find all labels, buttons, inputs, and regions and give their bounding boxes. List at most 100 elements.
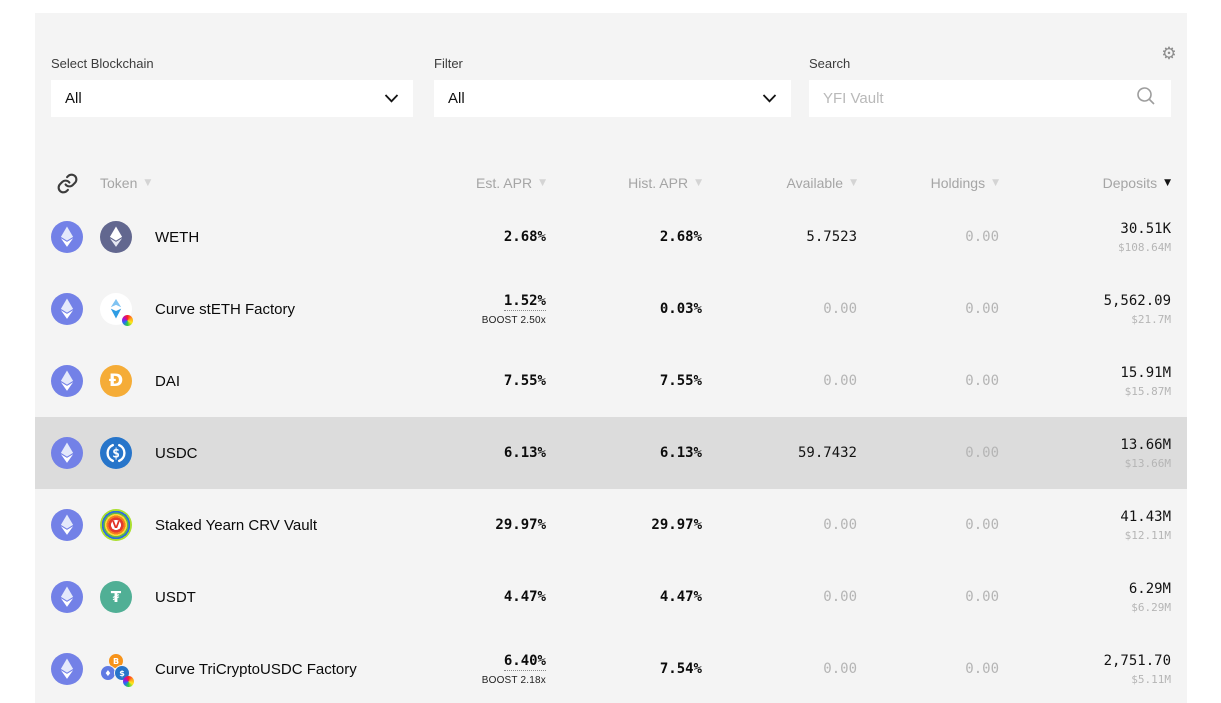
holdings-cell: 0.00	[857, 229, 999, 245]
token-name: DAI	[155, 372, 181, 390]
deposits-value: 5,562.09	[1103, 292, 1171, 309]
est-apr-cell: 7.55%	[396, 373, 546, 389]
available-cell: 0.00	[702, 589, 857, 605]
curve-logo-icon	[122, 315, 133, 326]
deposits-usd: $21.7M	[1131, 312, 1171, 326]
available-value: 5.7523	[806, 229, 857, 245]
token-name: Staked Yearn CRV Vault	[155, 516, 318, 534]
deposits-usd: $13.66M	[1124, 456, 1171, 470]
search-box	[809, 80, 1171, 117]
table-row[interactable]: Curve stETH Factory 1.52% BOOST 2.50x 0.…	[51, 273, 1171, 345]
est-apr-value: 2.68%	[503, 229, 546, 245]
hist-apr-value: 6.13%	[659, 445, 702, 461]
holdings-cell: 0.00	[857, 301, 999, 317]
hist-apr-value: 4.47%	[659, 589, 702, 605]
table-row[interactable]: ₮ USDT 4.47% 4.47% 0.00 0.00 6.29M $6.29…	[51, 561, 1171, 633]
search-input[interactable]	[823, 90, 1135, 107]
deposits-value: 41.43M	[1120, 508, 1171, 525]
hist-apr-value: 29.97%	[651, 517, 702, 533]
column-header-token[interactable]: Token ▼	[100, 175, 152, 191]
sort-triangle-icon: ▼	[850, 177, 857, 188]
deposits-cell: 6.29M $6.29M	[999, 581, 1171, 614]
curve-logo-icon	[123, 676, 134, 687]
column-header-est-apr[interactable]: Est. APR ▼	[476, 175, 546, 191]
column-header-deposits[interactable]: Deposits ▼	[1102, 175, 1171, 191]
column-header-hist-apr[interactable]: Hist. APR ▼	[628, 175, 702, 191]
hist-apr-cell: 29.97%	[546, 517, 702, 533]
eth-chain-icon	[51, 221, 83, 253]
column-header-available[interactable]: Available ▼	[786, 175, 857, 191]
available-cell: 59.7432	[702, 445, 857, 461]
tricrypto-icon: B ♦ $	[100, 653, 134, 687]
blockchain-dropdown[interactable]: All	[51, 80, 413, 117]
deposits-cell: 41.43M $12.11M	[999, 509, 1171, 542]
category-dropdown-value: All	[448, 90, 465, 107]
table-row[interactable]: B ♦ $ Curve TriCryptoUSDC Factory 6.40% BO…	[51, 633, 1171, 703]
deposits-usd: $5.11M	[1131, 672, 1171, 686]
eth-chain-icon	[51, 437, 83, 469]
search-group: Search	[809, 57, 1171, 117]
eth-chain-icon	[51, 365, 83, 397]
available-value: 59.7432	[797, 445, 857, 461]
svg-text:$: $	[112, 447, 120, 462]
available-cell: 5.7523	[702, 229, 857, 245]
token-name: USDC	[155, 444, 198, 462]
est-apr-value: 4.47%	[503, 589, 546, 605]
table-row[interactable]: Ð DAI 7.55% 7.55% 0.00 0.00 15.91M $15.8…	[51, 345, 1171, 417]
deposits-cell: 13.66M $13.66M	[999, 437, 1171, 470]
holdings-cell: 0.00	[857, 373, 999, 389]
category-dropdown[interactable]: All	[434, 80, 791, 117]
available-value: 0.00	[823, 661, 857, 677]
hist-apr-value: 7.54%	[659, 661, 702, 677]
dai-icon: Ð	[100, 365, 132, 397]
holdings-value: 0.00	[965, 661, 999, 677]
column-header-holdings[interactable]: Holdings ▼	[930, 175, 999, 191]
eth-chain-icon	[51, 509, 83, 541]
hist-apr-cell: 7.55%	[546, 373, 702, 389]
deposits-value: 6.29M	[1128, 580, 1171, 597]
hist-apr-value: 7.55%	[659, 373, 702, 389]
est-apr-value: 6.13%	[503, 445, 546, 461]
holdings-value: 0.00	[965, 301, 999, 317]
table-row[interactable]: V Staked Yearn CRV Vault 29.97% 29.97% 0…	[51, 489, 1171, 561]
available-value: 0.00	[823, 589, 857, 605]
est-apr-cell: 6.13%	[396, 445, 546, 461]
table-row[interactable]: $ USDC 6.13% 6.13% 59.7432 0.00 13.66M $…	[35, 417, 1187, 489]
deposits-cell: 5,562.09 $21.7M	[999, 293, 1171, 326]
vault-list-panel: ⚙ Select Blockchain All Filter All Searc…	[35, 13, 1187, 703]
hist-apr-cell: 2.68%	[546, 229, 702, 245]
filters-bar: Select Blockchain All Filter All Search	[51, 57, 1171, 117]
hist-apr-cell: 0.03%	[546, 301, 702, 317]
est-apr-cell: 29.97%	[396, 517, 546, 533]
deposits-usd: $15.87M	[1124, 384, 1171, 398]
blockchain-filter-label: Select Blockchain	[51, 56, 154, 71]
link-icon[interactable]	[51, 172, 83, 195]
sort-triangle-icon: ▼	[695, 177, 702, 188]
usdt-icon: ₮	[100, 581, 132, 613]
search-icon	[1135, 85, 1157, 112]
search-label: Search	[809, 56, 851, 71]
blockchain-filter-group: Select Blockchain All	[51, 57, 413, 117]
holdings-value: 0.00	[965, 445, 999, 461]
available-value: 0.00	[823, 301, 857, 317]
est-apr-value: 7.55%	[503, 373, 546, 389]
deposits-cell: 30.51K $108.64M	[999, 221, 1171, 254]
est-apr-cell: 6.40% BOOST 2.18x	[396, 653, 546, 686]
deposits-value: 13.66M	[1120, 436, 1171, 453]
deposits-value: 15.91M	[1120, 364, 1171, 381]
chevron-down-icon	[384, 90, 399, 108]
deposits-usd: $12.11M	[1124, 528, 1171, 542]
sort-triangle-icon: ▼	[992, 177, 999, 188]
vault-rows: WETH 2.68% 2.68% 5.7523 0.00 30.51K $108…	[35, 201, 1187, 703]
est-apr-value: 6.40%	[503, 652, 546, 671]
est-apr-value: 29.97%	[495, 517, 546, 533]
table-row[interactable]: WETH 2.68% 2.68% 5.7523 0.00 30.51K $108…	[51, 201, 1171, 273]
deposits-cell: 15.91M $15.87M	[999, 365, 1171, 398]
token-name: Curve TriCryptoUSDC Factory	[155, 660, 357, 678]
holdings-value: 0.00	[965, 373, 999, 389]
boost-label: BOOST 2.50x	[481, 314, 546, 326]
usdc-icon: $	[100, 437, 132, 469]
gear-icon[interactable]: ⚙	[1161, 44, 1177, 64]
available-cell: 0.00	[702, 661, 857, 677]
available-value: 0.00	[823, 517, 857, 533]
